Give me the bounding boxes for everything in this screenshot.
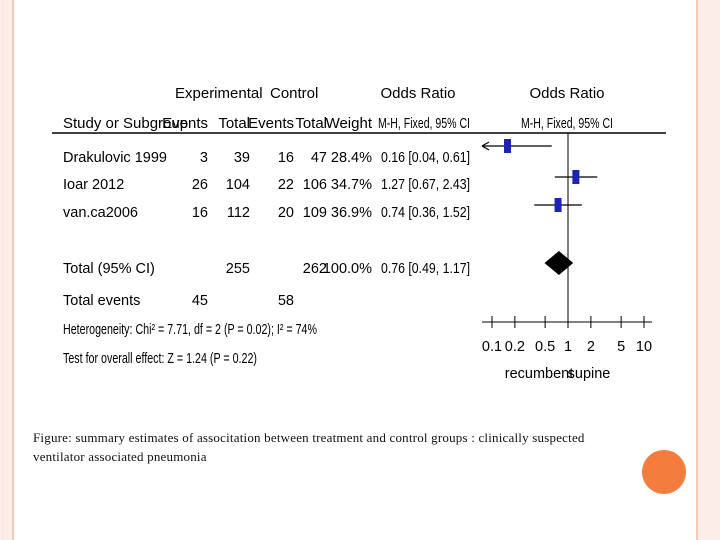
ctl-events-cell: 22 xyxy=(278,177,294,193)
exp-total-cell: 112 xyxy=(227,205,250,221)
study-name: van.ca2006 xyxy=(63,205,138,221)
header-weight: Weight xyxy=(326,115,373,132)
x-tick-label: 1 xyxy=(564,339,572,355)
weight-cell: 34.7% xyxy=(331,177,372,193)
ci-arrow xyxy=(481,141,490,151)
header-exp-events: Events xyxy=(162,115,208,132)
study-square xyxy=(554,198,562,212)
study-square xyxy=(504,139,512,153)
ci-cell: 0.16 [0.04, 0.61] xyxy=(381,150,470,166)
ctl-events-cell: 20 xyxy=(278,205,294,221)
total-events-row: Total events 45 58 xyxy=(63,293,294,309)
header-ctl-total: Total xyxy=(295,115,327,132)
weight-cell: 36.9% xyxy=(331,205,372,221)
overall-effect-text: Test for overall effect: Z = 1.24 (P = 0… xyxy=(63,351,257,367)
x-tick-label: 0.1 xyxy=(482,339,502,355)
ctl-total-cell: 109 xyxy=(303,205,327,221)
exp-total-cell: 104 xyxy=(226,177,250,193)
ctl-total-cell: 106 xyxy=(303,177,327,193)
header-ctl-events: Events xyxy=(248,115,294,132)
exp-events-cell: 3 xyxy=(200,150,208,166)
header-or-method-right: M-H, Fixed, 95% CI xyxy=(521,115,613,132)
right-edge-line xyxy=(696,0,698,540)
x-tick-label: 5 xyxy=(617,339,625,355)
left-edge-line xyxy=(12,0,14,540)
forest-plot: Experimental Control Odds Ratio Odds Rat… xyxy=(52,85,666,382)
weight-cell: 28.4% xyxy=(331,150,372,166)
total-row: Total (95% CI) 255 262 100.0% 0.76 [0.49… xyxy=(63,261,470,277)
x-tick-label: 10 xyxy=(636,339,652,355)
study-row: Ioar 2012 26 104 22 106 34.7% 1.27 [0.67… xyxy=(63,177,470,193)
study-name: Drakulovic 1999 xyxy=(63,150,167,166)
axis-label-supine: supine xyxy=(568,366,611,382)
study-square xyxy=(572,170,580,184)
total-ci: 0.76 [0.49, 1.17] xyxy=(381,261,470,277)
ctl-total-cell: 47 xyxy=(311,150,327,166)
header-experimental: Experimental xyxy=(175,85,263,102)
exp-total-cell: 39 xyxy=(234,150,250,166)
total-exp-total: 255 xyxy=(226,261,250,277)
study-name: Ioar 2012 xyxy=(63,177,124,193)
axis-label-recumbent: recumbent xyxy=(505,366,574,382)
total-ctl-total: 262 xyxy=(303,261,327,277)
header-control: Control xyxy=(270,85,318,102)
total-weight: 100.0% xyxy=(323,261,372,277)
ci-cell: 1.27 [0.67, 2.43] xyxy=(381,177,470,193)
exp-events-cell: 16 xyxy=(192,205,208,221)
x-tick-label: 0.5 xyxy=(535,339,555,355)
header-or-method-left: M-H, Fixed, 95% CI xyxy=(378,115,470,132)
plot-layer: 0.1 0.2 0.5 1 2 5 10 xyxy=(481,133,652,355)
ci-cell: 0.74 [0.36, 1.52] xyxy=(381,205,470,221)
header-study: Study or Subgroup xyxy=(63,115,188,132)
header-or-right: Odds Ratio xyxy=(529,85,604,102)
ctl-events-cell: 16 xyxy=(278,150,294,166)
study-row: van.ca2006 16 112 20 109 36.9% 0.74 [0.3… xyxy=(63,205,470,221)
total-events-ctl: 58 xyxy=(278,293,294,309)
figure-caption: Figure: summary estimates of associtatio… xyxy=(33,430,585,464)
header-or-left: Odds Ratio xyxy=(380,85,455,102)
heterogeneity-text: Heterogeneity: Chi² = 7.71, df = 2 (P = … xyxy=(63,322,317,338)
study-row: Drakulovic 1999 3 39 16 47 28.4% 0.16 [0… xyxy=(63,150,470,166)
exp-events-cell: 26 xyxy=(192,177,208,193)
total-events-label: Total events xyxy=(63,293,140,309)
x-tick-label: 0.2 xyxy=(505,339,525,355)
x-tick-label: 2 xyxy=(587,339,595,355)
total-label: Total (95% CI) xyxy=(63,261,155,277)
pooled-diamond xyxy=(544,251,574,275)
slide-panel xyxy=(14,0,696,540)
total-events-exp: 45 xyxy=(192,293,208,309)
accent-circle xyxy=(642,450,686,494)
header-exp-total: Total xyxy=(218,115,250,132)
